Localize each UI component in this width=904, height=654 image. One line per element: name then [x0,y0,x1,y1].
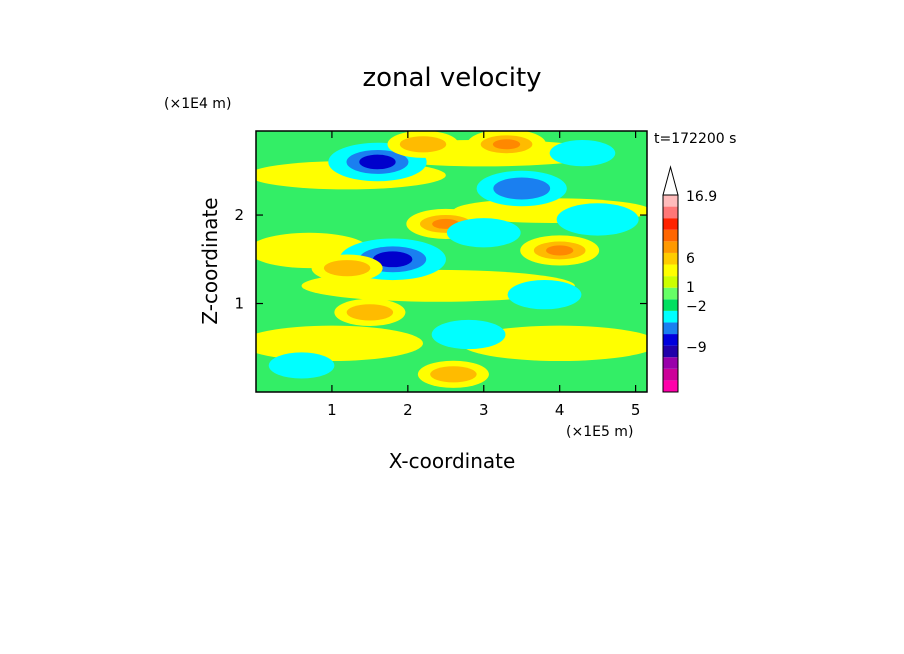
colorbar-tick-label: −9 [686,340,707,356]
colorbar-segment [663,264,678,277]
field-feature-halo [431,319,506,350]
y-tick-label: 2 [234,206,244,224]
colorbar-tick-label: 16.9 [686,189,717,205]
colorbar-tick-label: 6 [686,251,695,267]
field-feature-halo [549,140,616,167]
colorbar-segment [663,241,678,253]
field-feature-core [359,154,396,170]
colorbar: 16.9 6 1 −2 −9 [662,165,717,393]
x-tick-label: 3 [479,401,489,419]
y-axis: 12 [234,206,647,313]
colorbar-segment [663,287,678,300]
colorbar-tick-label: −2 [686,299,707,315]
chart-title: zonal velocity [362,63,541,93]
field-band [256,325,424,362]
field-feature-core [546,245,574,256]
plot-frame [255,130,648,393]
x-axis-label: X-coordinate [389,449,516,473]
colorbar-segment [663,322,678,335]
field-feature-halo [507,280,582,310]
colorbar-segment [663,299,678,311]
y-unit-label: (×1E4 m) [164,96,231,112]
time-label: t=172200 s [654,131,736,147]
y-tick-label: 1 [234,295,244,313]
x-tick-label: 1 [327,401,337,419]
colorbar-segment [663,310,678,323]
field-feature-core [492,139,521,150]
field-feature-mid [323,260,371,277]
colorbar-segment [663,195,678,207]
field-feature-halo [556,203,639,236]
x-tick-label: 4 [555,401,565,419]
colorbar-segment [663,334,678,346]
field-feature-mid [346,304,394,321]
field-feature-mid [493,177,551,200]
y-axis-label: Z-coordinate [198,197,222,324]
x-unit-label: (×1E5 m) [566,424,633,440]
x-tick-label: 2 [403,401,413,419]
colorbar-tick-label: 1 [686,280,695,296]
colorbar-segment [663,380,678,392]
colorbar-segment [663,218,678,230]
colorbar-segment [663,252,678,265]
colorbar-segment [663,357,678,369]
field-feature-core [372,251,413,268]
colorbar-segment [663,276,678,288]
x-tick-label: 5 [631,401,641,419]
colorbar-segment [663,229,678,242]
heatmap-field [256,131,647,392]
field-feature-mid [430,366,477,383]
field-feature-mid [399,136,447,153]
field-blobs [256,131,647,388]
field-feature-halo [446,218,521,248]
colorbar-segment [663,345,678,358]
x-axis: 1 2 3 4 5 [327,131,640,419]
colorbar-segment [663,206,678,219]
field-feature-halo [268,352,335,379]
colorbar-segment [663,368,678,381]
colorbar-extend-arrow [662,165,679,196]
field-band [461,325,647,362]
